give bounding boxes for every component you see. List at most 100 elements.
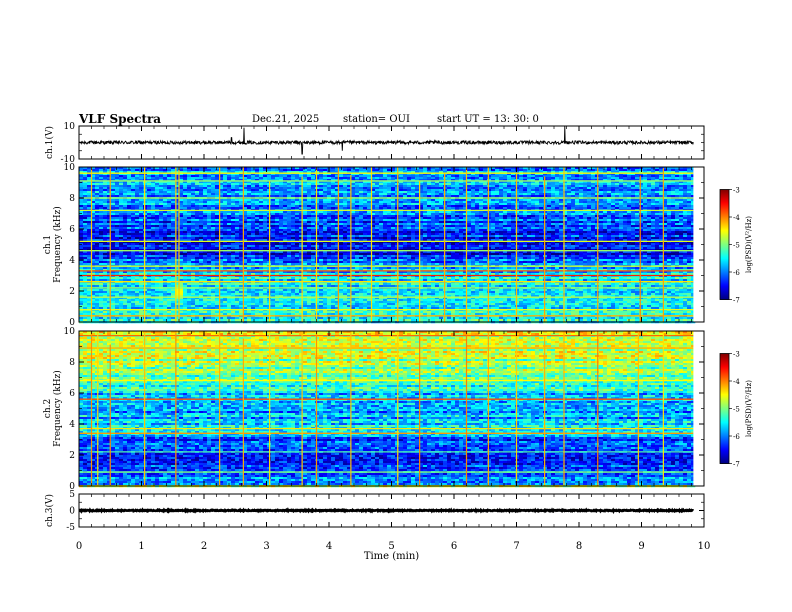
spectrogram-cell — [83, 181, 88, 184]
spectrogram-cell — [403, 185, 408, 188]
spectrogram-cell — [163, 221, 168, 224]
spectrogram-cell — [631, 175, 636, 178]
spectrogram-cell — [87, 205, 92, 208]
spectrogram-cell — [239, 183, 244, 186]
spectrogram-cell — [507, 203, 512, 206]
spectrogram-cell — [587, 217, 592, 220]
spectrogram-cell — [271, 185, 276, 188]
spectrogram-cell — [315, 187, 320, 190]
spectrogram-cell — [275, 195, 280, 198]
spectrogram-cell — [647, 175, 652, 178]
spectrogram-cell — [87, 173, 92, 176]
spectrogram-cell — [171, 177, 176, 180]
spectrogram-cell — [399, 179, 404, 182]
spectrogram-cell — [151, 193, 156, 196]
spectrogram-cell — [331, 185, 336, 188]
spectrogram-cell — [295, 167, 300, 170]
spectrogram-cell — [527, 193, 532, 196]
spectrogram-cell — [103, 191, 108, 194]
spectrogram-cell — [259, 179, 264, 182]
spectrogram-cell — [579, 187, 584, 190]
spectrogram-cell — [235, 183, 240, 186]
spectrogram-cell — [555, 189, 560, 192]
spectrogram-cell — [503, 225, 508, 228]
spectrogram-cell — [403, 175, 408, 178]
spectrogram-cell — [343, 211, 348, 214]
spectrogram-cell — [551, 223, 556, 226]
spectrogram-cell — [235, 225, 240, 228]
spectrogram-cell — [315, 181, 320, 184]
spectrogram-cell — [195, 211, 200, 214]
spectrogram-cell — [487, 219, 492, 222]
spectrogram-cell — [515, 187, 520, 190]
spectrogram-cell — [159, 187, 164, 190]
spectrogram-cell — [631, 219, 636, 222]
spectrogram-cell — [371, 179, 376, 182]
spectrogram-cell — [623, 227, 628, 230]
spectrogram-cell — [259, 187, 264, 190]
spectrogram-cell — [247, 215, 252, 218]
spectrogram-cell — [499, 187, 504, 190]
spectrogram-cell — [215, 229, 220, 232]
spectrogram-cell — [347, 177, 352, 180]
spectrogram-cell — [251, 207, 256, 210]
spectrogram-cell — [283, 221, 288, 224]
spectrogram-cell — [95, 189, 100, 192]
spectrogram-cell — [431, 189, 436, 192]
spectrogram-cell — [399, 213, 404, 216]
spectrogram-cell — [131, 219, 136, 222]
spectrogram-cell — [331, 211, 336, 214]
spectrogram-cell — [435, 177, 440, 180]
spectrogram-cell — [211, 203, 216, 206]
spectrogram-cell — [315, 177, 320, 180]
spectrogram-cell — [363, 201, 368, 204]
spectrogram-cell — [627, 185, 632, 188]
spectrogram-cell — [535, 173, 540, 176]
spectrogram-cell — [315, 211, 320, 214]
spectrogram-cell — [647, 213, 652, 216]
spectrogram-cell — [131, 179, 136, 182]
spectrogram-cell — [227, 201, 232, 204]
spectrogram-cell — [387, 187, 392, 190]
spectrogram-cell — [515, 175, 520, 178]
spectrogram-cell — [179, 205, 184, 208]
spectrogram-cell — [131, 215, 136, 218]
spectrogram-cell — [415, 201, 420, 204]
spectrogram-cell — [387, 221, 392, 224]
spectrogram-cell — [187, 229, 192, 232]
spectrogram-cell — [511, 205, 516, 208]
spectrogram-cell — [419, 169, 424, 172]
spectrogram-cell — [279, 211, 284, 214]
spectrogram-cell — [611, 205, 616, 208]
spectrogram-cell — [439, 217, 444, 220]
spectrogram-cell — [575, 173, 580, 176]
spectrogram-cell — [523, 211, 528, 214]
spectrogram-cell — [95, 195, 100, 198]
spectrogram-cell — [319, 187, 324, 190]
spectrogram-cell — [235, 167, 240, 170]
spectrogram-cell — [375, 213, 380, 216]
spectrogram-cell — [183, 203, 188, 206]
spectrogram-cell — [139, 223, 144, 226]
spectrogram-cell — [435, 173, 440, 176]
spectrogram-cell — [291, 171, 296, 174]
spectrogram-cell — [303, 199, 308, 202]
spectrogram-cell — [359, 177, 364, 180]
spectrogram-cell — [319, 215, 324, 218]
spectrogram-cell — [271, 219, 276, 222]
spectrogram-cell — [411, 177, 416, 180]
spectrogram-cell — [487, 217, 492, 220]
spectrogram-cell — [507, 211, 512, 214]
spectrogram-cell — [611, 211, 616, 214]
spectrogram-cell — [351, 215, 356, 218]
spectrogram-cell — [447, 177, 452, 180]
spectrogram-cell — [619, 183, 624, 186]
spectrogram-cell — [99, 201, 104, 204]
spectrogram-cell — [403, 167, 408, 170]
spectrogram-cell — [427, 185, 432, 188]
spectrogram-cell — [499, 175, 504, 178]
spectrogram-cell — [515, 183, 520, 186]
spectrogram-cell — [251, 205, 256, 208]
spectrogram-cell — [411, 171, 416, 174]
spectrogram-cell — [163, 229, 168, 232]
